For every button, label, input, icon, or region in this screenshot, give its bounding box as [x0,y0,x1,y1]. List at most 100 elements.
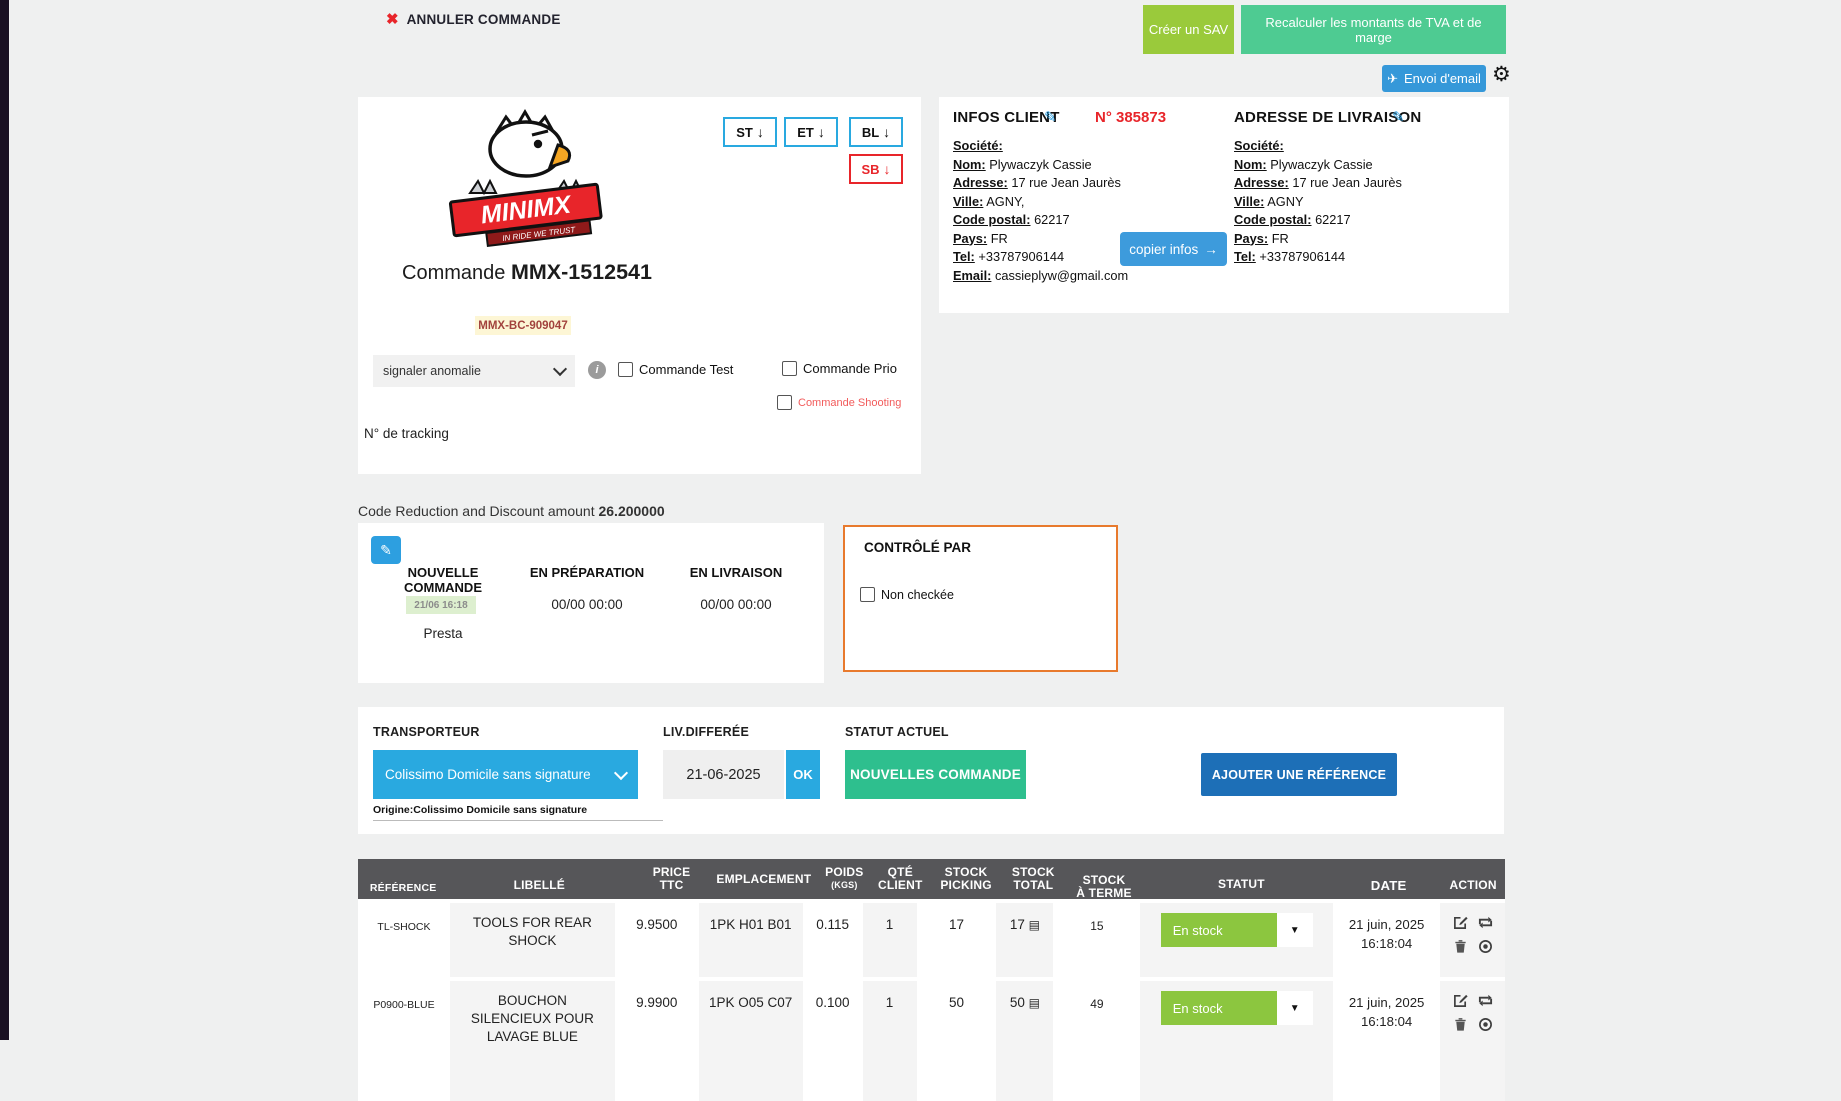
cell-stock-picking: 50 [948,995,964,1010]
add-reference-button[interactable]: AJOUTER UNE RÉFÉRENCE [1201,753,1397,796]
cell-qte: 1 [862,981,917,1101]
anomaly-select[interactable]: signaler anomalie [373,355,575,387]
recalc-vat-button[interactable]: Recalculer les montants de TVA et de mar… [1241,5,1506,54]
doc-bl-button[interactable]: BL ↓ [849,117,903,147]
client-info-block: Société: Nom: Plywaczyk Cassie Adresse: … [953,138,1129,283]
delivery-address-title: ADRESSE DE LIVRAISON [1234,109,1422,126]
copy-infos-button[interactable]: copier infos → [1120,232,1227,266]
doc-et-button[interactable]: ET ↓ [784,117,838,147]
cell-price: 9.9500 [636,917,678,932]
commande-test-checkbox-row: Commande Test [618,362,733,377]
gear-icon[interactable]: ⚙ [1492,63,1511,86]
edit-icon[interactable] [1453,915,1468,930]
step-preparation-title: EN PRÉPARATION [529,565,645,580]
edit-status-button[interactable]: ✎ [371,536,401,564]
stock-status-select[interactable]: En stock ▼ [1160,991,1313,1025]
trash-icon[interactable] [1453,939,1468,954]
edit-client-icon[interactable]: ✎ [1044,109,1057,126]
client-card: INFOS CLIENT ✎ N° 385873 ADRESSE DE LIVR… [939,97,1509,313]
pencil-icon: ✎ [380,541,392,558]
test-checkbox[interactable] [618,362,633,377]
edit-icon[interactable] [1453,993,1468,1008]
liv-differee-label: LIV.DIFFERÉE [663,725,749,739]
arrow-right-icon: → [1204,241,1218,257]
stock-sheet-icon[interactable]: ▤ [1028,918,1040,932]
table-header: RÉFÉRENCE LIBELLÉ PRICE TTC EMPLACEMENT P… [358,859,1505,900]
info-icon[interactable]: i [588,361,606,379]
download-arrow-icon: ↓ [817,124,825,140]
cell-emplacement: 1PK O05 C07 [698,981,803,1101]
cell-stock-picking: 17 [948,917,964,932]
tracking-label: N° de tracking [364,426,449,441]
table-row: P0900-BLUE BOUCHON SILENCIEUX POUR LAVAG… [358,981,1505,1101]
download-arrow-icon: ↓ [883,161,891,177]
stock-sheet-icon[interactable]: ▤ [1028,996,1040,1010]
paper-plane-icon: ✈ [1387,70,1398,86]
cell-date: 21 juin, 2025 16:18:04 [1348,995,1425,1029]
cell-reference: TL-SHOCK [377,921,431,933]
send-email-button[interactable]: ✈ Envoi d'email [1382,65,1486,92]
step-delivery-title: EN LIVRAISON [689,565,783,580]
order-no-label: N° 385873 [1095,109,1167,126]
step-new-order-title: NOUVELLE COMMANDE [404,565,482,595]
cell-actions [1440,903,1505,977]
cell-statut: En stock ▼ [1140,903,1334,977]
commande-prio-checkbox-row: Commande Prio [782,361,897,376]
repeat-icon[interactable] [1478,993,1493,1008]
origin-label: Origine:Colissimo Domicile sans signatur… [373,804,663,821]
cancel-order-button[interactable]: ✖ ANNULER COMMANDE [386,12,561,27]
order-card: MINIMX IN RIDE WE TRUST ST ↓ ET ↓ BL ↓ SB ↓ … [358,97,921,474]
left-edge-bar [0,0,9,1040]
status-flow-card: ✎ NOUVELLE COMMANDE EN PRÉPARATION EN LIV… [358,523,824,683]
prio-checkbox[interactable] [782,361,797,376]
delivery-date: 00/00 00:00 [700,597,772,612]
cancel-order-label: ANNULER COMMANDE [406,12,561,27]
cell-price: 9.9900 [636,995,678,1010]
repeat-icon[interactable] [1478,915,1493,930]
statut-actuel-label: STATUT ACTUEL [845,725,949,739]
cell-actions [1440,981,1505,1101]
edit-delivery-icon[interactable]: ✎ [1392,109,1405,126]
cell-emplacement: 1PK H01 B01 [698,903,803,977]
doc-sb-button[interactable]: SB ↓ [849,154,903,184]
delivery-date-input[interactable]: 21-06-2025 [663,750,784,799]
infos-client-title: INFOS CLIENT [953,109,1060,126]
cell-stock-total: 50 ▤ [996,981,1054,1101]
order-source: Presta [423,626,463,641]
discount-amount: 26.200000 [598,503,665,519]
target-icon[interactable] [1478,1017,1493,1032]
doc-st-button[interactable]: ST ↓ [723,117,777,147]
stock-status-select[interactable]: En stock ▼ [1160,913,1313,947]
non-checkee-checkbox[interactable] [860,587,875,602]
cell-libelle: BOUCHON SILENCIEUX POUR LAVAGE BLUE [449,981,615,1101]
chevron-down-icon [613,765,629,780]
create-sav-button[interactable]: Créer un SAV [1143,5,1234,54]
cell-poids: 0.100 [815,995,850,1010]
controle-par-box: CONTRÔLÉ PAR Non checkée [843,525,1118,672]
cell-reference: P0900-BLUE [373,999,435,1011]
transporteur-select[interactable]: Colissimo Domicile sans signature [373,750,638,799]
current-status-button[interactable]: NOUVELLES COMMANDE [845,750,1026,799]
table-row: TL-SHOCK TOOLS FOR REAR SHOCK 9.9500 1PK… [358,903,1505,977]
cell-date: 21 juin, 2025 16:18:04 [1348,917,1425,951]
order-number: MMX-1512541 [510,260,652,284]
non-checkee-row: Non checkée [860,587,954,602]
target-icon[interactable] [1478,939,1493,954]
cell-statut: En stock ▼ [1140,981,1334,1101]
discount-line: Code Reduction and Discount amount 26.20… [358,503,665,519]
commande-shooting-checkbox-row: Commande Shooting [777,395,901,410]
caret-down-icon: ▼ [1276,991,1313,1025]
red-x-icon: ✖ [386,11,399,28]
cell-stock-terme: 15 [1090,919,1104,933]
shooting-checkbox[interactable] [777,395,792,410]
products-table: RÉFÉRENCE LIBELLÉ PRICE TTC EMPLACEMENT P… [358,859,1505,1101]
shipping-card: TRANSPORTEUR Colissimo Domicile sans sig… [358,707,1504,834]
trash-icon[interactable] [1453,1017,1468,1032]
ok-button[interactable]: OK [786,750,820,799]
download-arrow-icon: ↓ [883,124,891,140]
cell-stock-terme: 49 [1090,997,1104,1011]
order-title: Commande MMX-1512541 [402,260,652,284]
new-order-date-badge: 21/06 16:18 [406,596,476,614]
cell-qte: 1 [862,903,917,977]
download-arrow-icon: ↓ [756,124,764,140]
